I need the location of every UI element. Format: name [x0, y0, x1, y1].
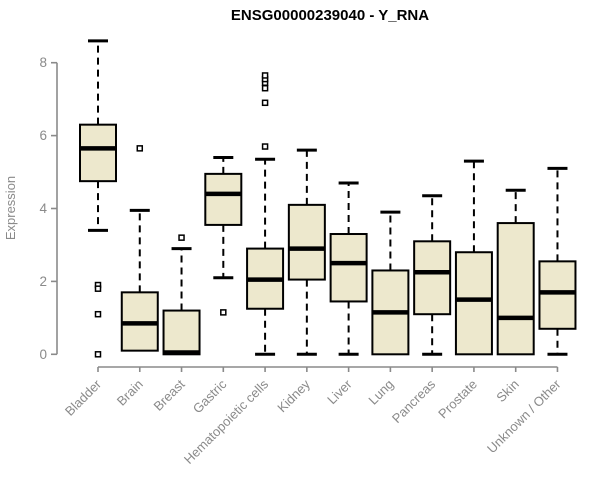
box-prostate [454, 251, 493, 356]
box-breast [162, 309, 201, 356]
box-group-prostate [454, 159, 493, 356]
box-group-brain [120, 145, 159, 352]
box-group-hematopoietic-cells [246, 72, 285, 356]
x-tick-label: Skin [493, 377, 521, 405]
x-tick-label: Bladder [62, 376, 105, 419]
box-pancreas [413, 240, 452, 316]
x-tick-label: Prostate [435, 377, 480, 422]
y-tick-label: 2 [39, 274, 47, 289]
box-group-liver [329, 181, 368, 356]
box-kidney [287, 203, 326, 281]
x-tick-label: Brain [114, 377, 146, 409]
y-tick-label: 4 [39, 201, 47, 216]
box-gastric [204, 172, 243, 226]
box-skin [496, 222, 535, 356]
box-unknown-other [538, 260, 577, 330]
y-tick-label: 8 [39, 55, 47, 70]
y-tick-label: 0 [39, 347, 47, 362]
x-tick-label: Liver [324, 376, 355, 407]
outlier-point [261, 99, 269, 107]
y-tick-label: 6 [39, 128, 47, 143]
chart-title: ENSG00000239040 - Y_RNA [231, 7, 429, 24]
box-group-gastric [204, 155, 243, 316]
outlier-point [136, 145, 144, 152]
box-bladder [79, 123, 117, 183]
outlier-point [94, 310, 102, 318]
x-tick-label: Pancreas [389, 376, 439, 426]
x-tick-label: Unknown / Other [484, 376, 564, 456]
x-tick-label: Kidney [274, 376, 313, 415]
outlier-point [94, 351, 102, 358]
box-liver [329, 233, 368, 303]
outlier-point [261, 143, 269, 150]
outlier-point [94, 285, 102, 292]
box-group-lung [371, 210, 410, 356]
y-axis: 0 2 4 6 8 [39, 55, 58, 362]
outlier-point [261, 84, 269, 92]
box-group-bladder [79, 39, 117, 358]
x-tick-label: Gastric [190, 376, 230, 416]
outlier-point [220, 309, 227, 316]
box-group-skin [496, 188, 535, 356]
box-group-pancreas [413, 194, 452, 356]
x-tick-label: Lung [365, 377, 396, 408]
box-group-breast [162, 234, 201, 356]
y-axis-label: Expression [3, 176, 18, 240]
outlier-point [261, 72, 269, 79]
boxes-layer [79, 39, 577, 358]
box-group-unknown-other [538, 166, 577, 356]
box-group-kidney [287, 148, 326, 356]
x-tick-label: Breast [150, 376, 187, 413]
outlier-point [178, 234, 185, 241]
